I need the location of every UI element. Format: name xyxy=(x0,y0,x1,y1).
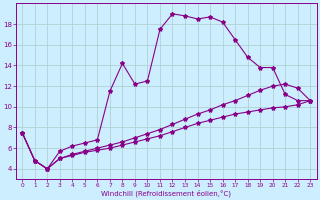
X-axis label: Windchill (Refroidissement éolien,°C): Windchill (Refroidissement éolien,°C) xyxy=(101,189,231,197)
